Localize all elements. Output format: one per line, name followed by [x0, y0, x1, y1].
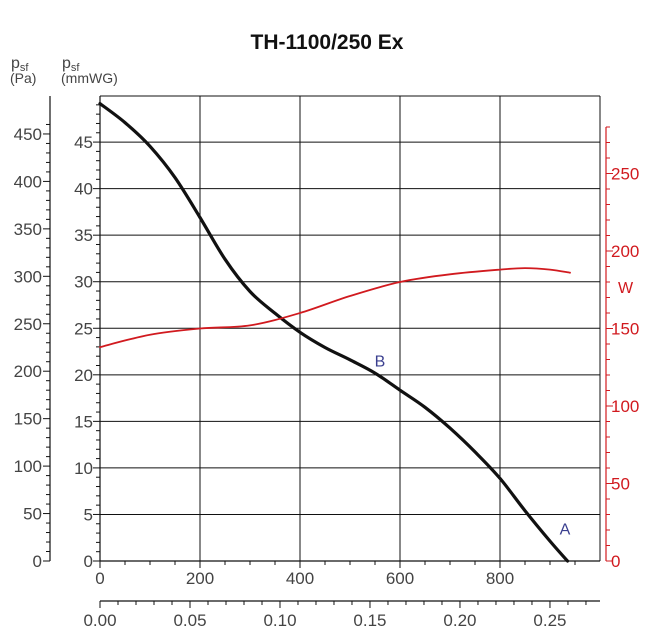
y-mmwg-tick-label: 5 — [84, 505, 93, 524]
chart-title: TH-1100/250 Ex — [251, 31, 404, 54]
y-pa-label-subscript: sf — [20, 62, 30, 74]
y-pa-label-symbol: p — [11, 55, 20, 72]
y-mmwg-tick-label: 35 — [74, 226, 93, 245]
y-axis-w-label: W — [618, 280, 634, 297]
y-mmwg-tick-label: 25 — [74, 319, 93, 338]
x-m3h-tick-label: 600 — [386, 569, 414, 588]
y-pa-tick-label: 300 — [14, 267, 42, 286]
svg-text:psf: psf — [11, 55, 29, 74]
x-m3s-tick-label: 0.15 — [353, 611, 386, 630]
y-pa-tick-label: 350 — [14, 220, 42, 239]
chart-annotations: AB — [375, 353, 571, 538]
y-mmwg-tick-label: 10 — [74, 459, 93, 478]
chart-ticks: 0501001502002503003504004500510152025303… — [14, 104, 639, 630]
y-mmwg-label-symbol: p — [62, 55, 71, 72]
x-m3s-tick-label: 0.05 — [173, 611, 206, 630]
chart-series — [98, 102, 571, 563]
y-mmwg-tick-label: 45 — [74, 133, 93, 152]
y-mmwg-tick-label: 30 — [74, 273, 93, 292]
x-m3s-tick-label: 0.10 — [263, 611, 296, 630]
y-w-tick-label: 100 — [611, 397, 639, 416]
y-pa-tick-label: 400 — [14, 172, 42, 191]
y-pa-tick-label: 200 — [14, 362, 42, 381]
pressure-curve — [98, 102, 570, 563]
svg-text:psf: psf — [62, 55, 80, 74]
y-w-tick-label: 200 — [611, 242, 639, 261]
curve-point-label: B — [375, 353, 386, 370]
chart-axes — [49, 95, 607, 602]
y-mmwg-label-subscript: sf — [71, 62, 81, 74]
y-mmwg-tick-label: 20 — [74, 366, 93, 385]
y-mmwg-unit: (mmWG) — [61, 70, 118, 86]
y-mmwg-tick-label: 40 — [74, 180, 93, 199]
power-curve — [99, 267, 571, 348]
y-pa-tick-label: 100 — [14, 457, 42, 476]
y-pa-tick-label: 0 — [33, 552, 42, 571]
x-m3s-tick-label: 0.20 — [443, 611, 476, 630]
y-pa-tick-label: 150 — [14, 410, 42, 429]
x-m3h-tick-label: 400 — [286, 569, 314, 588]
x-m3h-tick-label: 0 — [95, 569, 104, 588]
y-pa-tick-label: 250 — [14, 315, 42, 334]
y-pa-tick-label: 450 — [14, 125, 42, 144]
y-axis-pa-label: psf (Pa) — [10, 55, 36, 86]
y-w-tick-label: 250 — [611, 165, 639, 184]
y-pa-unit: (Pa) — [10, 70, 36, 86]
y-pa-tick-label: 50 — [23, 505, 42, 524]
x-m3s-tick-label: 0.25 — [533, 611, 566, 630]
y-w-tick-label: 50 — [611, 475, 630, 494]
curve-point-label: A — [560, 521, 571, 538]
x-m3h-tick-label: 200 — [186, 569, 214, 588]
y-axis-mmwg-label: psf (mmWG) — [61, 55, 118, 86]
chart-grid — [100, 96, 601, 561]
x-m3h-tick-label: 800 — [486, 569, 514, 588]
x-m3s-tick-label: 0.00 — [83, 611, 116, 630]
y-w-tick-label: 0 — [611, 552, 620, 571]
y-w-tick-label: 150 — [611, 320, 639, 339]
y-mmwg-tick-label: 15 — [74, 412, 93, 431]
y-mmwg-tick-label: 0 — [84, 552, 93, 571]
